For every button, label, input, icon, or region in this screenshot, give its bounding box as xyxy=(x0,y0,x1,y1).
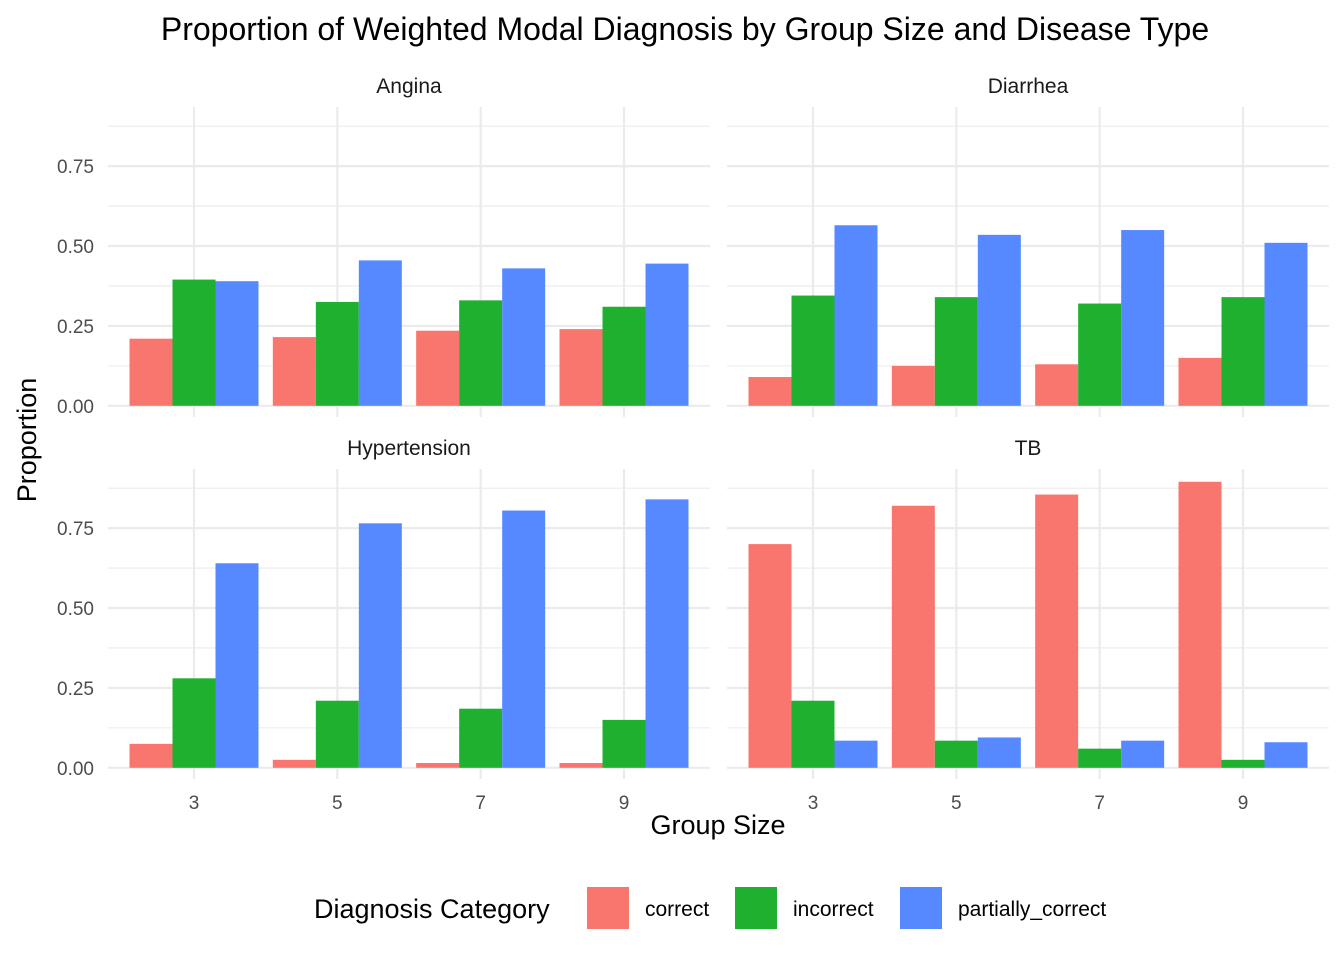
bar-tb-incorrect-7 xyxy=(1078,748,1122,768)
bar-diarrhea-correct-3 xyxy=(748,377,792,406)
x-tick-label: 7 xyxy=(475,793,486,814)
bar-hypertension-incorrect-3 xyxy=(172,678,216,768)
bar-diarrhea-incorrect-7 xyxy=(1078,303,1122,406)
bar-diarrhea-correct-5 xyxy=(891,365,935,406)
legend-title: Diagnosis Category xyxy=(314,894,550,924)
facet-label-angina: Angina xyxy=(376,75,442,98)
bar-hypertension-correct-3 xyxy=(129,743,173,768)
bar-angina-correct-7 xyxy=(416,330,460,406)
bar-diarrhea-correct-9 xyxy=(1178,357,1222,406)
x-tick-label: 9 xyxy=(619,793,630,814)
legend-key-partially-correct xyxy=(900,887,942,929)
x-tick-label: 5 xyxy=(332,793,343,814)
bar-angina-incorrect-9 xyxy=(602,306,646,406)
y-axis-title: Proportion xyxy=(12,378,42,503)
bar-tb-partially-correct-3 xyxy=(834,740,878,768)
bar-diarrhea-partially-correct-3 xyxy=(834,225,878,406)
legend-label-correct: correct xyxy=(645,898,709,921)
bar-hypertension-partially-correct-9 xyxy=(645,499,689,768)
bar-hypertension-incorrect-5 xyxy=(315,700,359,768)
y-tick-label: 0.25 xyxy=(57,317,94,338)
bar-tb-partially-correct-7 xyxy=(1121,740,1165,768)
bar-diarrhea-incorrect-5 xyxy=(934,297,978,406)
bar-angina-partially-correct-3 xyxy=(215,281,259,406)
bar-angina-incorrect-3 xyxy=(172,279,216,406)
legend-label-incorrect: incorrect xyxy=(793,898,874,921)
bar-tb-correct-5 xyxy=(891,505,935,768)
facet-label-diarrhea: Diarrhea xyxy=(988,75,1069,98)
y-tick-label: 0.25 xyxy=(57,679,94,700)
x-tick-label: 7 xyxy=(1094,793,1105,814)
bar-hypertension-incorrect-9 xyxy=(602,719,646,768)
bar-angina-incorrect-5 xyxy=(315,301,359,406)
y-tick-label: 0.75 xyxy=(57,519,94,540)
bar-diarrhea-partially-correct-9 xyxy=(1264,242,1308,406)
bar-diarrhea-incorrect-3 xyxy=(791,295,835,406)
bar-angina-partially-correct-5 xyxy=(358,260,402,406)
bar-tb-correct-7 xyxy=(1035,494,1079,768)
y-tick-label: 0.50 xyxy=(57,599,94,620)
y-tick-label: 0.75 xyxy=(57,157,94,178)
y-tick-label: 0.50 xyxy=(57,237,94,258)
bar-tb-incorrect-3 xyxy=(791,700,835,768)
bar-hypertension-correct-9 xyxy=(559,763,603,768)
panel-hypertension: Hypertension 0.00 0.25 0.50 0.75 3 5 7 9 xyxy=(57,437,710,814)
facet-panels: Angina 0.00 0.25 0.50 0.75 Diarrhea Hypertensi… xyxy=(57,75,1329,814)
panel-diarrhea: Diarrhea xyxy=(727,75,1329,417)
facet-label-tb: TB xyxy=(1015,437,1042,460)
x-axis-title: Group Size xyxy=(650,810,785,840)
legend-label-partially-correct: partially_correct xyxy=(958,898,1106,921)
bar-tb-partially-correct-9 xyxy=(1264,742,1308,768)
bar-hypertension-partially-correct-7 xyxy=(502,510,546,768)
x-tick-label: 3 xyxy=(808,793,819,814)
bar-tb-partially-correct-5 xyxy=(977,737,1021,768)
bar-hypertension-incorrect-7 xyxy=(459,708,503,768)
bar-hypertension-partially-correct-3 xyxy=(215,563,259,768)
bar-angina-partially-correct-9 xyxy=(645,263,689,406)
legend: Diagnosis Category correct incorrect parti… xyxy=(314,887,1106,929)
bar-tb-correct-9 xyxy=(1178,481,1222,768)
y-tick-label: 0.00 xyxy=(57,397,94,418)
bar-tb-incorrect-5 xyxy=(934,740,978,768)
bar-angina-incorrect-7 xyxy=(459,300,503,406)
facet-label-hypertension: Hypertension xyxy=(347,437,471,460)
bar-angina-correct-9 xyxy=(559,329,603,406)
legend-key-correct xyxy=(587,887,629,929)
bar-tb-incorrect-9 xyxy=(1221,759,1265,768)
bar-angina-partially-correct-7 xyxy=(502,268,546,406)
panel-tb: TB 3 5 7 9 xyxy=(727,437,1329,814)
bar-diarrhea-partially-correct-5 xyxy=(977,234,1021,406)
x-tick-label: 3 xyxy=(189,793,200,814)
legend-key-incorrect xyxy=(735,887,777,929)
bar-tb-correct-3 xyxy=(748,544,792,768)
bar-diarrhea-correct-7 xyxy=(1035,364,1079,406)
bar-diarrhea-incorrect-9 xyxy=(1221,297,1265,406)
bar-hypertension-correct-7 xyxy=(416,763,460,768)
y-tick-label: 0.00 xyxy=(57,759,94,780)
bar-angina-correct-3 xyxy=(129,338,173,406)
bar-hypertension-correct-5 xyxy=(272,759,316,768)
bar-angina-correct-5 xyxy=(272,337,316,406)
chart-title: Proportion of Weighted Modal Diagnosis b… xyxy=(161,11,1209,47)
panel-angina: Angina 0.00 0.25 0.50 0.75 xyxy=(57,75,710,418)
x-tick-label: 5 xyxy=(951,793,962,814)
bar-diarrhea-partially-correct-7 xyxy=(1121,230,1165,406)
x-tick-label: 9 xyxy=(1238,793,1249,814)
bar-hypertension-partially-correct-5 xyxy=(358,523,402,768)
